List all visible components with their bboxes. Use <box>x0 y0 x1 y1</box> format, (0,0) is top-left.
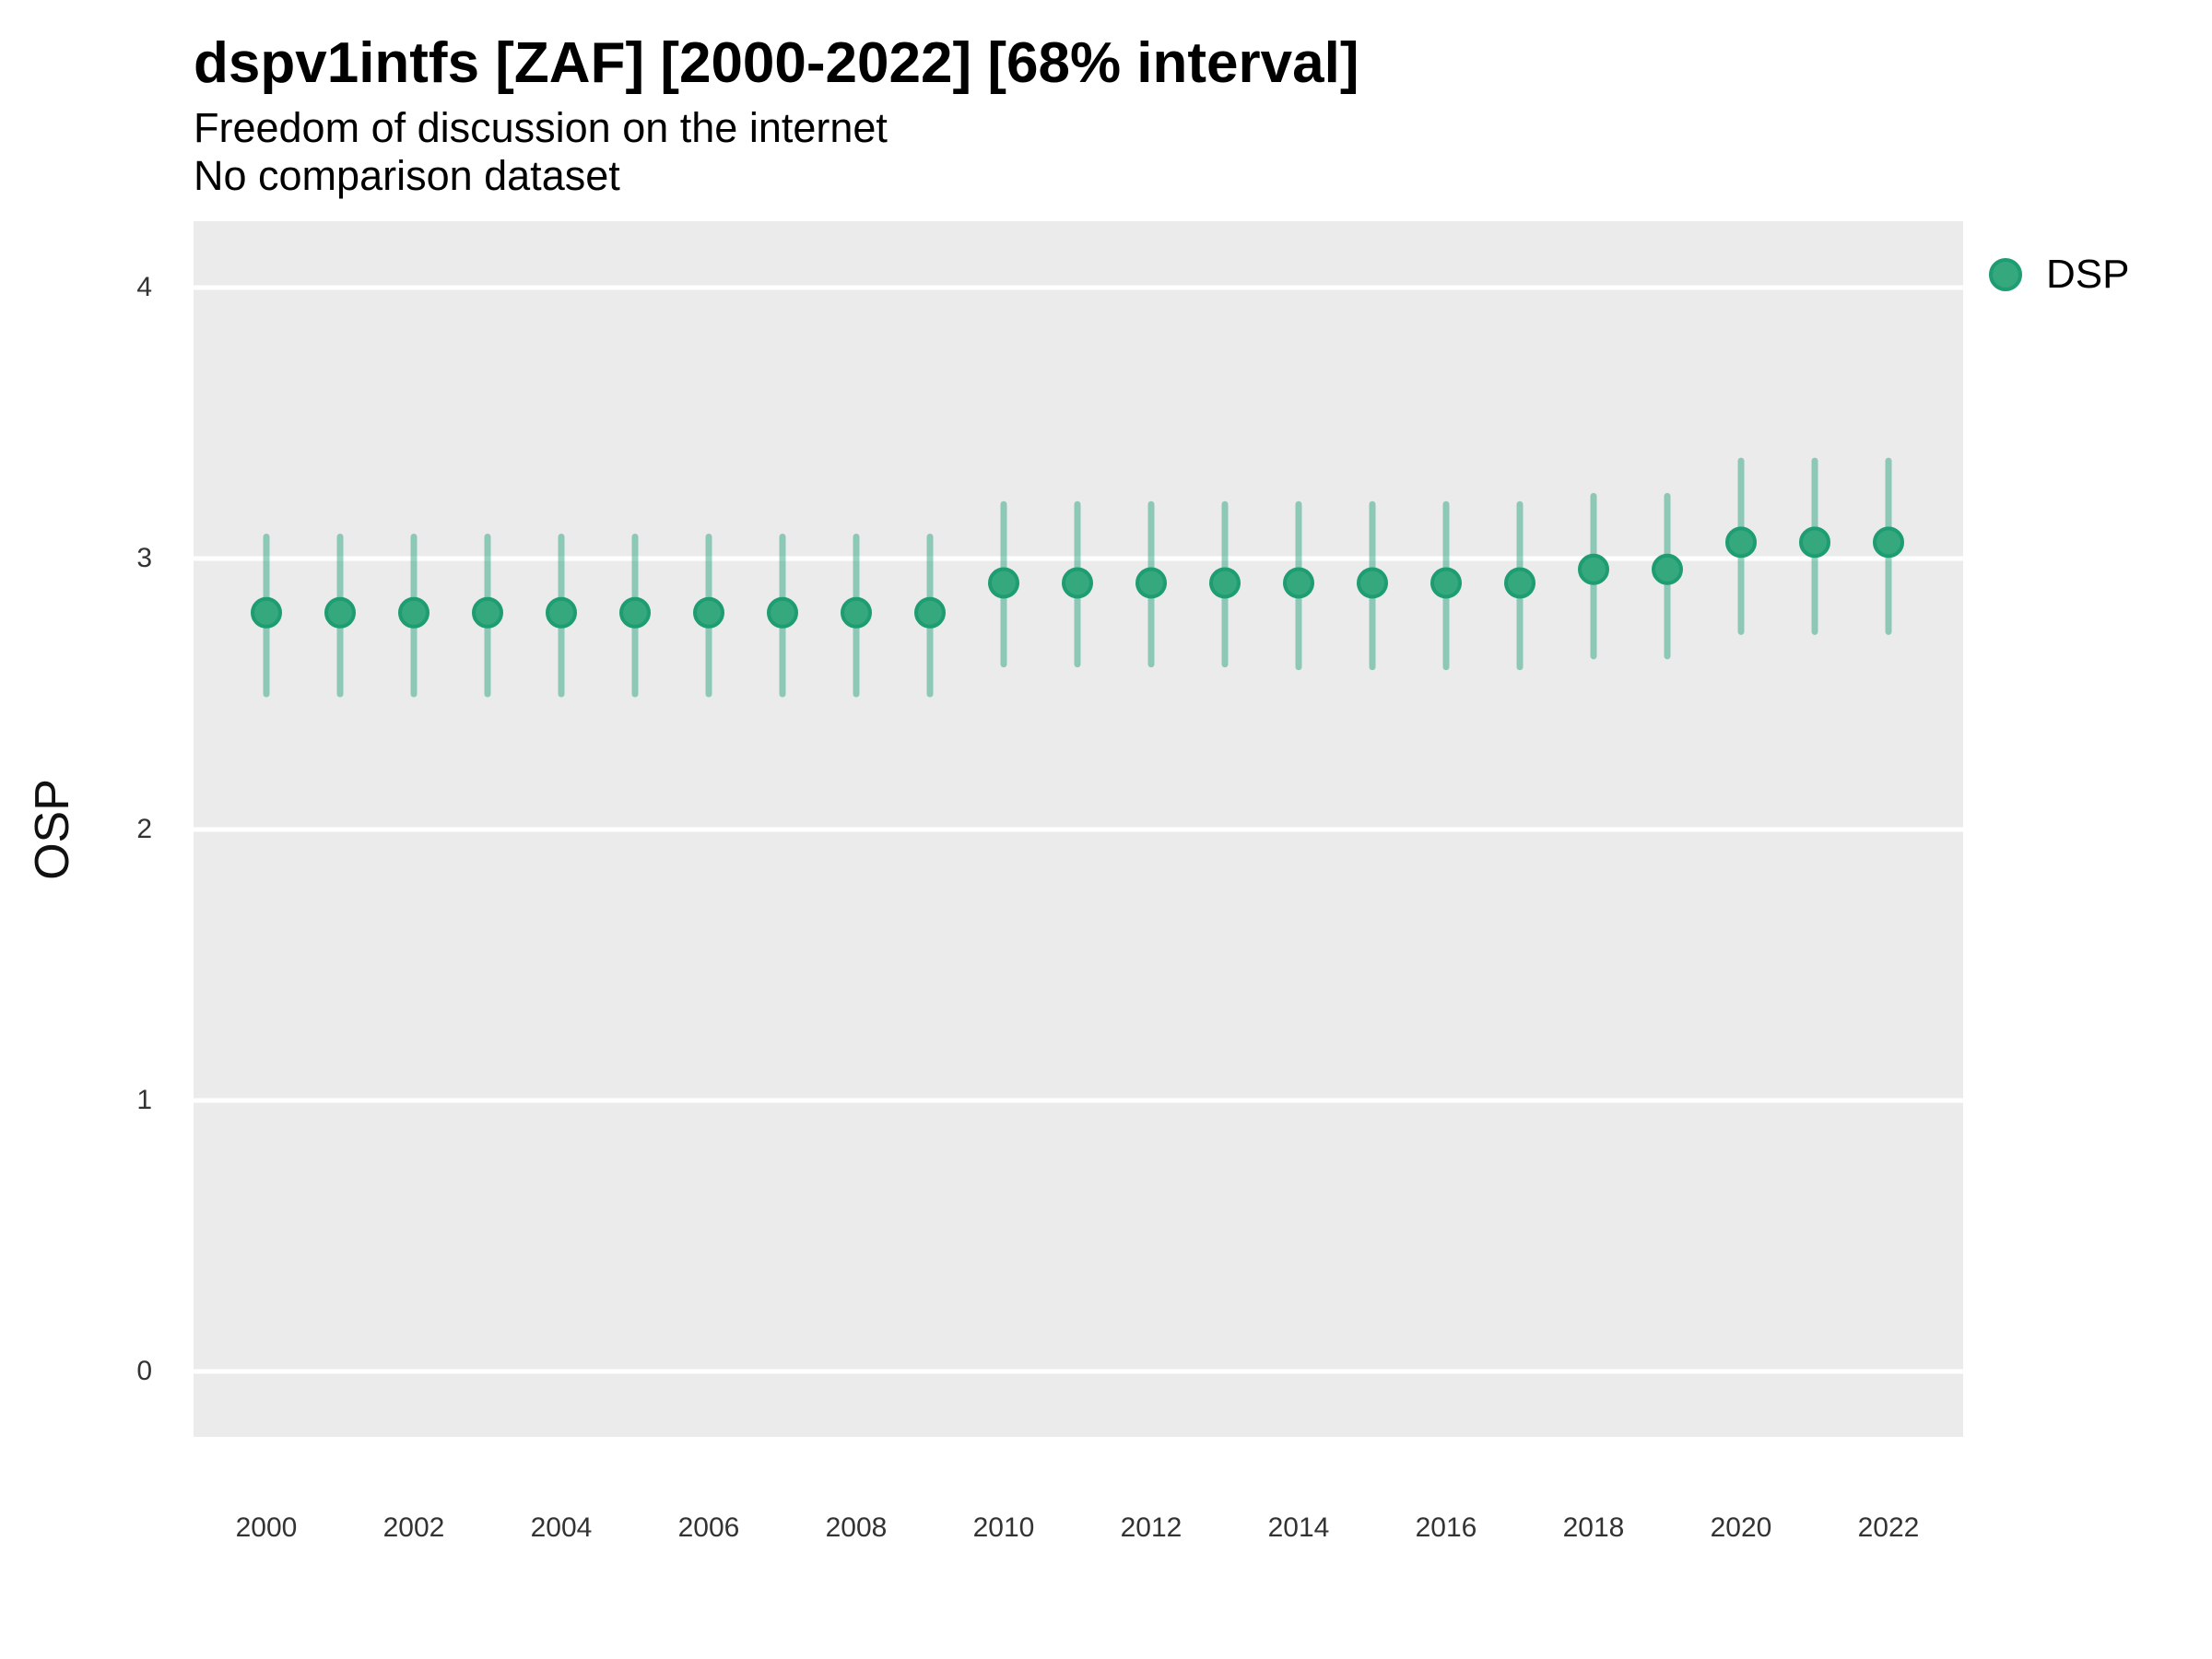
y-tick-label: 0 <box>136 1356 152 1386</box>
legend: DSP <box>1989 254 2129 295</box>
x-tick-label: 2010 <box>972 1512 1035 1543</box>
data-point <box>1283 567 1314 599</box>
x-tick-label: 2012 <box>1120 1512 1182 1543</box>
data-point <box>324 596 356 629</box>
x-tick-label: 2002 <box>382 1512 445 1543</box>
chart-title: dspv1intfs [ZAF] [2000-2022] [68% interv… <box>194 31 1359 95</box>
data-point <box>767 596 798 629</box>
data-point <box>1504 567 1535 599</box>
data-point <box>472 596 503 629</box>
y-tick-label: 2 <box>136 814 152 844</box>
x-tick-label: 2018 <box>1562 1512 1625 1543</box>
x-tick-label: 2008 <box>825 1512 888 1543</box>
data-point <box>693 596 724 629</box>
y-axis-title: OSP <box>26 779 79 880</box>
x-tick-label: 2020 <box>1710 1512 1772 1543</box>
plot-panel <box>194 221 1963 1437</box>
data-point <box>1799 526 1830 559</box>
x-tick-label: 2004 <box>530 1512 593 1543</box>
chart-subtitle: Freedom of discussion on the internet <box>194 104 888 151</box>
pointrange-plot <box>194 285 1963 1374</box>
x-tick-label: 2014 <box>1267 1512 1330 1543</box>
y-tick-label: 4 <box>136 272 152 302</box>
data-point <box>841 596 872 629</box>
data-point <box>398 596 429 629</box>
legend-label: DSP <box>2046 252 2130 297</box>
data-point <box>251 596 282 629</box>
x-tick-label: 2000 <box>235 1512 298 1543</box>
data-point <box>1578 553 1609 585</box>
data-point <box>988 567 1019 599</box>
data-point <box>1135 567 1167 599</box>
data-point <box>914 596 946 629</box>
data-point <box>1209 567 1241 599</box>
y-tick-label: 3 <box>136 543 152 573</box>
chart-subtitle-2: No comparison dataset <box>194 152 620 199</box>
x-tick-label: 2006 <box>677 1512 740 1543</box>
x-tick-label: 2022 <box>1857 1512 1920 1543</box>
x-tick-label: 2016 <box>1415 1512 1477 1543</box>
y-tick-label: 1 <box>136 1085 152 1115</box>
data-point <box>1725 526 1757 559</box>
data-point <box>1062 567 1093 599</box>
data-point <box>619 596 651 629</box>
data-point <box>1357 567 1388 599</box>
data-point <box>1652 553 1683 585</box>
data-point <box>1430 567 1462 599</box>
data-point <box>1873 526 1904 559</box>
legend-point-icon <box>1989 258 2022 291</box>
data-point <box>546 596 577 629</box>
